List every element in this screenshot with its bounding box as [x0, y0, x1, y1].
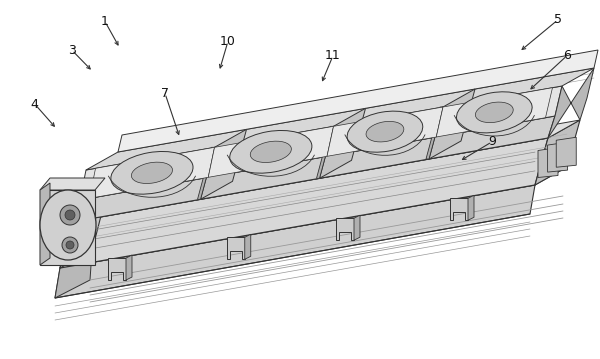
Polygon shape — [60, 167, 567, 268]
Polygon shape — [80, 86, 562, 200]
Polygon shape — [60, 204, 104, 268]
Text: 1: 1 — [101, 15, 109, 28]
Text: 11: 11 — [325, 49, 341, 62]
Polygon shape — [108, 258, 126, 280]
Ellipse shape — [366, 121, 404, 142]
Polygon shape — [245, 234, 251, 259]
Circle shape — [66, 241, 74, 249]
Polygon shape — [548, 68, 594, 138]
Polygon shape — [317, 126, 334, 178]
Ellipse shape — [230, 130, 312, 173]
Ellipse shape — [457, 92, 532, 133]
Polygon shape — [327, 107, 443, 156]
Ellipse shape — [111, 151, 193, 194]
Polygon shape — [450, 198, 468, 220]
Text: 4: 4 — [31, 98, 39, 111]
Ellipse shape — [131, 162, 172, 183]
Polygon shape — [535, 120, 580, 185]
Polygon shape — [40, 183, 50, 265]
Text: 9: 9 — [488, 135, 496, 148]
Text: 6: 6 — [563, 49, 571, 62]
Polygon shape — [197, 147, 215, 199]
Polygon shape — [40, 178, 105, 190]
Polygon shape — [320, 108, 365, 178]
Polygon shape — [72, 120, 580, 222]
Polygon shape — [60, 138, 548, 268]
Polygon shape — [426, 107, 443, 159]
Polygon shape — [354, 215, 360, 240]
Polygon shape — [548, 142, 568, 172]
Polygon shape — [336, 218, 354, 240]
Circle shape — [62, 237, 78, 253]
Polygon shape — [55, 185, 535, 298]
Text: 5: 5 — [554, 13, 562, 26]
Polygon shape — [436, 88, 553, 137]
Text: 3: 3 — [68, 44, 76, 57]
Ellipse shape — [347, 111, 423, 152]
Circle shape — [65, 210, 75, 220]
Ellipse shape — [250, 141, 292, 163]
Polygon shape — [429, 89, 475, 159]
Circle shape — [60, 205, 80, 225]
Polygon shape — [118, 50, 598, 152]
Polygon shape — [538, 148, 558, 177]
Polygon shape — [89, 147, 215, 198]
Polygon shape — [86, 68, 594, 170]
Polygon shape — [40, 190, 95, 265]
Text: 10: 10 — [220, 35, 236, 48]
Polygon shape — [556, 137, 576, 167]
Text: 7: 7 — [161, 87, 169, 100]
Ellipse shape — [40, 190, 96, 260]
Ellipse shape — [475, 102, 513, 123]
Polygon shape — [72, 116, 555, 222]
Polygon shape — [55, 251, 92, 298]
Polygon shape — [126, 255, 132, 280]
Polygon shape — [227, 237, 245, 259]
Polygon shape — [200, 129, 247, 199]
Polygon shape — [468, 195, 474, 220]
Polygon shape — [208, 126, 334, 177]
